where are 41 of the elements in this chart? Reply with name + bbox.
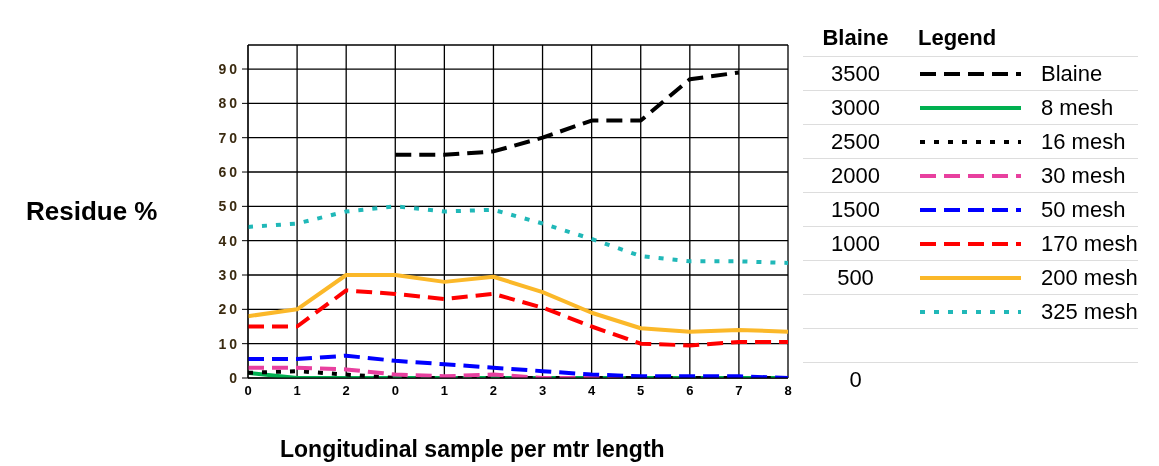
x-tick-label: 3 [538,383,547,399]
x-tick-label: 8 [784,383,792,399]
text: 1000 [830,230,881,257]
legend-label: 325 mesh [1040,298,1138,325]
y-tick-label: 40 [218,232,240,249]
x-tick-label: 1 [293,383,301,399]
x-tick-label: 0 [391,383,399,399]
x-axis-title: Longitudinal sample per mtr length [280,436,665,463]
text: 3000 [830,94,881,121]
legend-title: Legend [917,25,998,51]
legend-label: 170 mesh [1040,230,1138,257]
y-tick-label: 80 [218,95,240,112]
y-tick-label: 0 [229,369,240,386]
y-axis-title: Residue % [26,196,158,227]
text: 2500 [830,128,881,155]
legend-label: Blaine [1040,60,1103,87]
legend-label: 30 mesh [1040,162,1126,189]
text: 500 [836,264,875,291]
y-tick-label: 90 [218,61,240,77]
y-tick-label: 50 [218,198,240,215]
x-tick-label: 2 [342,383,350,399]
x-tick-label: 4 [588,383,597,399]
x-tick-label: 0 [244,383,252,399]
x-tick-label: 1 [440,383,448,399]
text: 1500 [830,196,881,223]
y-tick-label: 60 [218,163,240,180]
y-tick-label: 20 [218,301,240,318]
x-tick-label: 2 [489,383,498,399]
legend-label: 50 mesh [1040,196,1126,223]
x-tick-label: 5 [637,383,645,399]
text: 3500 [830,60,881,87]
y-tick-label: 10 [218,335,240,352]
legend-label: 16 mesh [1040,128,1126,155]
x-tick-label: 7 [735,383,743,399]
legend-label: 8 mesh [1040,94,1114,121]
y-tick-label: 70 [218,129,240,146]
x-tick-label: 6 [686,383,694,399]
y-tick-label: 30 [218,266,240,283]
legend-label: 200 mesh [1040,264,1138,291]
text: Blaine [821,25,890,51]
text: 2000 [830,162,881,189]
